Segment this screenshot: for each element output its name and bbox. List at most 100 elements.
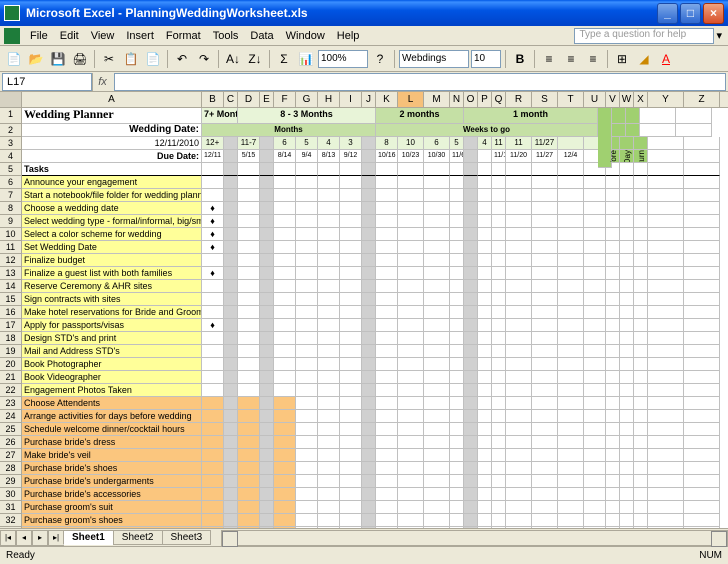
- cell[interactable]: [558, 384, 584, 397]
- cell[interactable]: [340, 202, 362, 215]
- cell[interactable]: [634, 176, 648, 189]
- cell[interactable]: [492, 371, 506, 384]
- cell[interactable]: [634, 306, 648, 319]
- cell[interactable]: [340, 527, 362, 528]
- cell[interactable]: [376, 215, 398, 228]
- cell[interactable]: [340, 228, 362, 241]
- cell[interactable]: [340, 423, 362, 436]
- cell[interactable]: [464, 189, 478, 202]
- cell[interactable]: [340, 475, 362, 488]
- cell[interactable]: [376, 254, 398, 267]
- cell[interactable]: [224, 410, 238, 423]
- row-header[interactable]: 25: [0, 423, 22, 436]
- undo-button[interactable]: ↶: [172, 49, 192, 69]
- cell[interactable]: [620, 462, 634, 475]
- row-header[interactable]: 29: [0, 475, 22, 488]
- cell[interactable]: [450, 254, 464, 267]
- cell[interactable]: [532, 397, 558, 410]
- cell[interactable]: [318, 189, 340, 202]
- cell[interactable]: [260, 306, 274, 319]
- cell[interactable]: [684, 527, 720, 528]
- cell[interactable]: [238, 215, 260, 228]
- cell[interactable]: [424, 228, 450, 241]
- cell[interactable]: [260, 423, 274, 436]
- cell[interactable]: [464, 514, 478, 527]
- column-header-D[interactable]: D: [238, 92, 260, 107]
- cell[interactable]: [464, 150, 478, 163]
- cell[interactable]: [202, 189, 224, 202]
- cell[interactable]: [362, 475, 376, 488]
- cell[interactable]: [398, 319, 424, 332]
- cell[interactable]: [464, 241, 478, 254]
- cell[interactable]: [224, 527, 238, 528]
- cell[interactable]: [274, 436, 296, 449]
- cell[interactable]: [224, 384, 238, 397]
- cell[interactable]: 11/13: [492, 150, 506, 163]
- cell[interactable]: [398, 358, 424, 371]
- cell[interactable]: [506, 358, 532, 371]
- cell[interactable]: [558, 254, 584, 267]
- cell[interactable]: [424, 423, 450, 436]
- cell[interactable]: [450, 488, 464, 501]
- cell[interactable]: [450, 332, 464, 345]
- cell[interactable]: [620, 358, 634, 371]
- cell[interactable]: [450, 514, 464, 527]
- cell[interactable]: [318, 254, 340, 267]
- cell[interactable]: [558, 137, 584, 150]
- font-select[interactable]: Webdings: [399, 50, 469, 68]
- cell[interactable]: [648, 267, 684, 280]
- column-header-O[interactable]: O: [464, 92, 478, 107]
- cell[interactable]: [362, 397, 376, 410]
- cell[interactable]: 11-7: [238, 137, 260, 150]
- column-header-W[interactable]: W: [620, 92, 634, 107]
- cell[interactable]: [318, 371, 340, 384]
- cell[interactable]: [318, 176, 340, 189]
- cell[interactable]: [478, 202, 492, 215]
- cell[interactable]: [296, 488, 318, 501]
- cell[interactable]: [606, 488, 620, 501]
- row-header[interactable]: 11: [0, 241, 22, 254]
- cell[interactable]: [492, 423, 506, 436]
- cell[interactable]: [224, 345, 238, 358]
- cell[interactable]: [274, 423, 296, 436]
- cell[interactable]: [532, 345, 558, 358]
- cell[interactable]: [506, 384, 532, 397]
- cell[interactable]: [648, 241, 684, 254]
- cell[interactable]: [274, 332, 296, 345]
- cell[interactable]: Day Before: [606, 150, 620, 163]
- cell[interactable]: [202, 371, 224, 384]
- cell[interactable]: [202, 384, 224, 397]
- cell[interactable]: [684, 319, 720, 332]
- column-header-N[interactable]: N: [450, 92, 464, 107]
- cell[interactable]: [274, 241, 296, 254]
- menu-view[interactable]: View: [85, 28, 121, 44]
- cell[interactable]: [376, 527, 398, 528]
- cell[interactable]: [584, 514, 606, 527]
- cell[interactable]: [260, 345, 274, 358]
- cell[interactable]: [606, 189, 620, 202]
- cell[interactable]: [202, 501, 224, 514]
- cell[interactable]: [340, 436, 362, 449]
- menu-edit[interactable]: Edit: [54, 28, 85, 44]
- task-cell[interactable]: Purchase groom's shirt: [22, 527, 202, 528]
- cell[interactable]: [260, 280, 274, 293]
- cell[interactable]: 1 month: [464, 108, 598, 124]
- cell[interactable]: [606, 254, 620, 267]
- cell[interactable]: [464, 293, 478, 306]
- cell[interactable]: [532, 475, 558, 488]
- task-cell[interactable]: Finalize budget: [22, 254, 202, 267]
- cell[interactable]: [506, 423, 532, 436]
- cell[interactable]: [478, 228, 492, 241]
- cell[interactable]: [274, 319, 296, 332]
- cell[interactable]: [634, 280, 648, 293]
- cell[interactable]: 10/16: [376, 150, 398, 163]
- cell[interactable]: [558, 202, 584, 215]
- task-cell[interactable]: Apply for passports/visas: [22, 319, 202, 332]
- cell[interactable]: [260, 202, 274, 215]
- cell[interactable]: [634, 189, 648, 202]
- cell[interactable]: [620, 189, 634, 202]
- cell[interactable]: [296, 527, 318, 528]
- cell[interactable]: [606, 501, 620, 514]
- cell[interactable]: [362, 527, 376, 528]
- cell[interactable]: [648, 254, 684, 267]
